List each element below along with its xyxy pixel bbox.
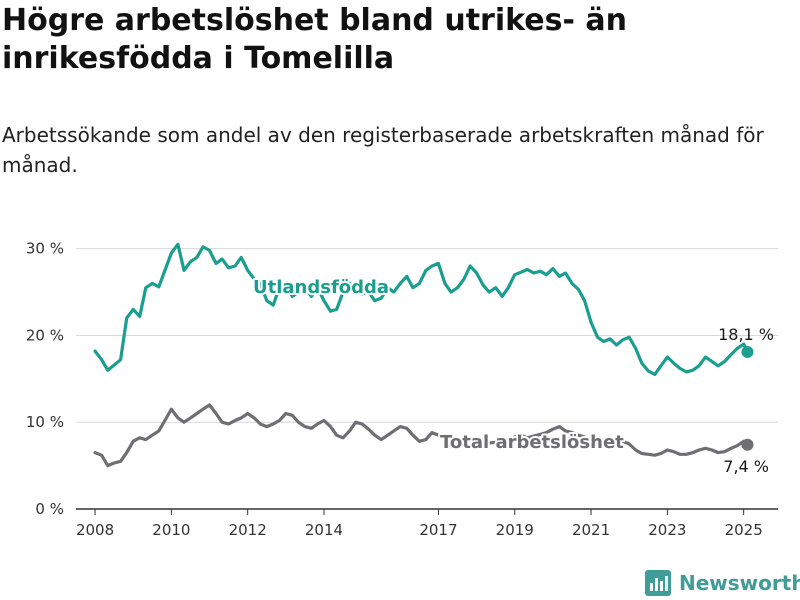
series-label-utlandsfodda: Utlandsfödda — [253, 277, 389, 298]
grid-lines — [76, 248, 778, 510]
x-tick-label: 2010 — [152, 521, 190, 539]
series-line-0 — [93, 242, 750, 377]
x-tick-label: 2012 — [229, 521, 267, 539]
y-tick-label: 0 % — [35, 500, 64, 518]
page-subtitle: Arbetssökande som andel av den registerb… — [2, 123, 764, 177]
end-value-label-total: 7,4 % — [723, 457, 769, 476]
brand-name: Newsworthy — [679, 571, 800, 595]
bar-chart-logo-icon — [645, 570, 671, 596]
series-end-point-1 — [741, 438, 754, 451]
y-tick-labels: 0 % 10 % 20 % 30 % — [26, 240, 64, 518]
x-tick-label: 2025 — [725, 521, 763, 539]
y-tick-label: 10 % — [26, 413, 64, 431]
series-label-total: Total arbetslöshet — [440, 432, 624, 453]
x-tick-label: 2014 — [305, 521, 343, 539]
y-tick-label: 30 % — [26, 240, 64, 258]
series-labels: Utlandsfödda Total arbetslöshet 18,1 % 7,4 … — [251, 275, 774, 476]
x-tick-label: 2019 — [496, 521, 534, 539]
brand-logo: Newsworthy — [645, 569, 800, 597]
x-axis: 2008 2010 2012 2014 2017 2019 2021 2023 2025 — [76, 509, 763, 539]
series-line-1 — [93, 403, 750, 468]
end-value-label-utlandsfodda: 18,1 % — [718, 325, 774, 344]
x-tick-label: 2023 — [648, 521, 686, 539]
series-end-point-0 — [741, 345, 754, 358]
x-tick-label: 2021 — [572, 521, 610, 539]
series-lines — [93, 242, 754, 468]
page-title: Högre arbetslöshet bland utrikes- än inr… — [2, 3, 627, 76]
y-tick-label: 20 % — [26, 326, 64, 344]
x-tick-label: 2017 — [419, 521, 457, 539]
x-tick-label: 2008 — [76, 521, 114, 539]
